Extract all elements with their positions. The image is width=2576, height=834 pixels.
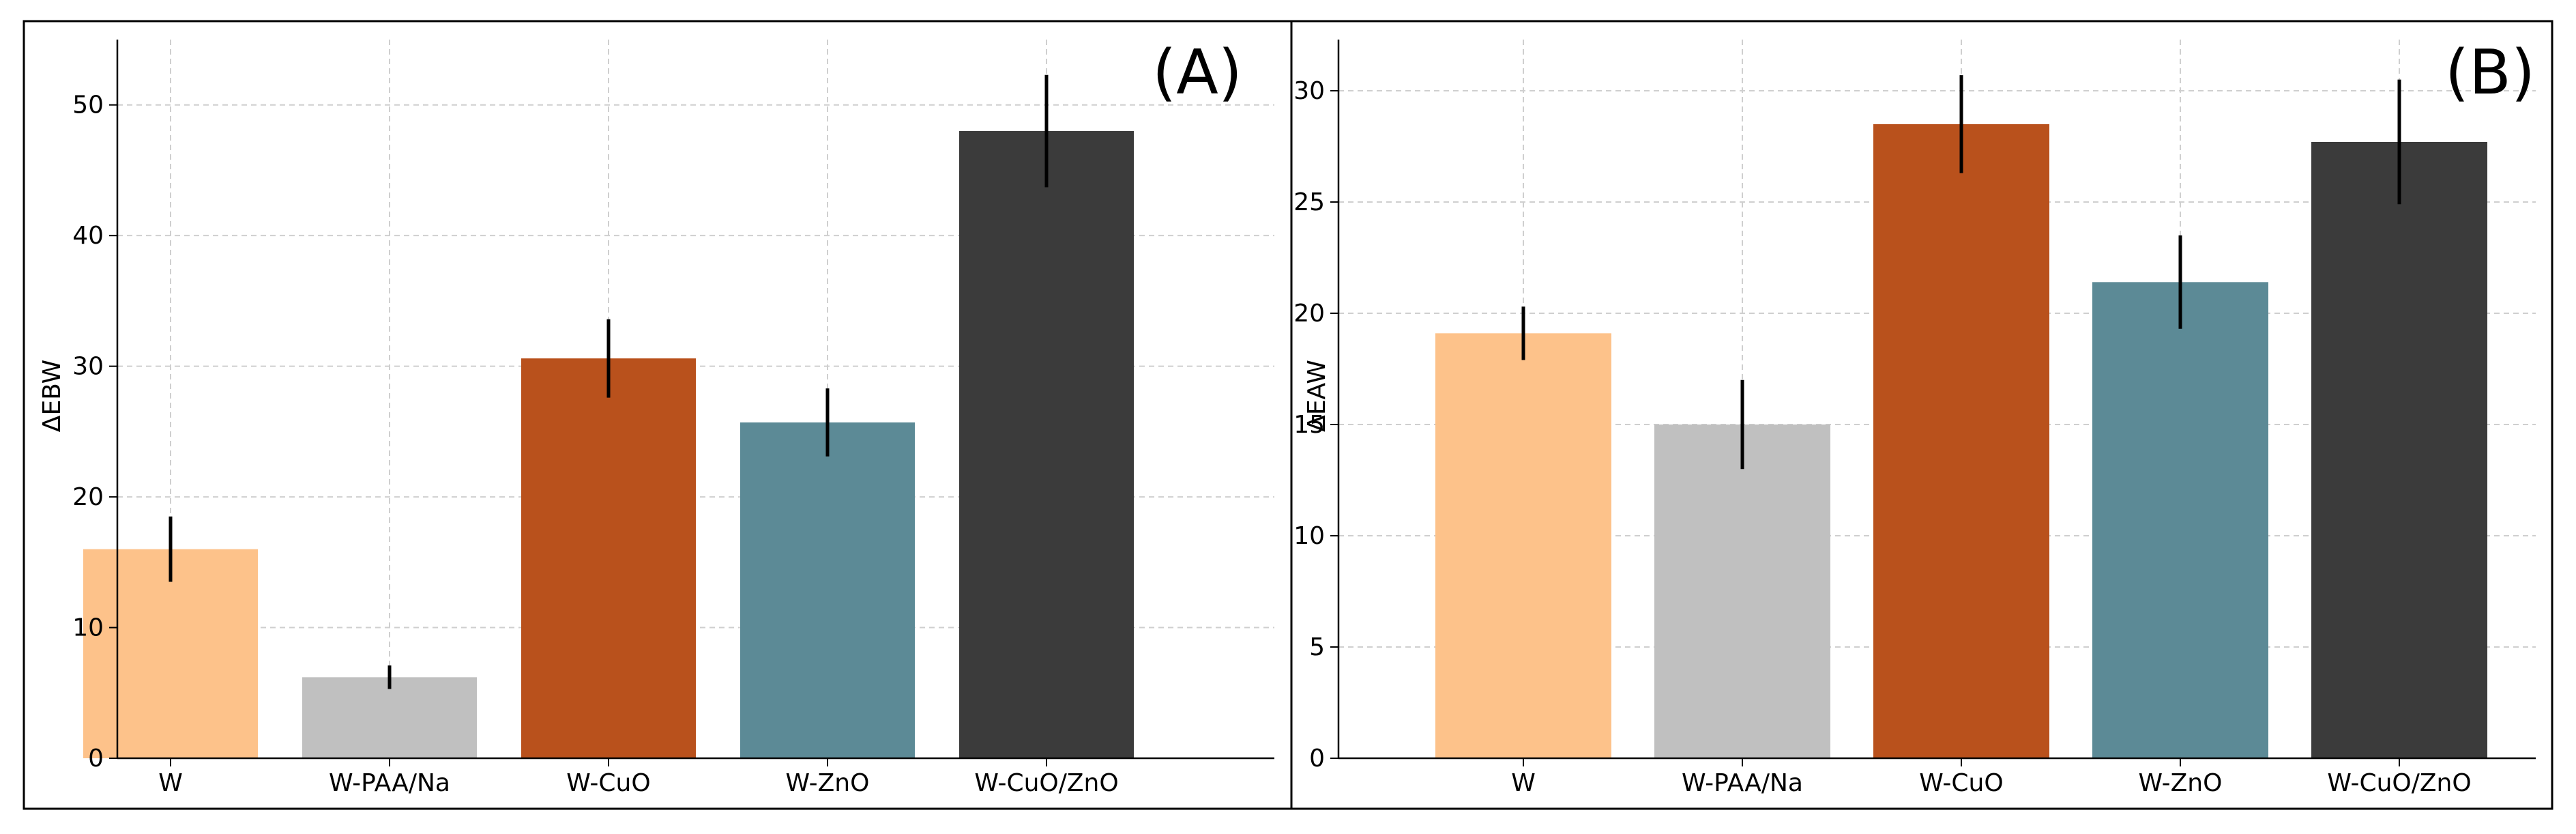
x-tick-label: W-PAA/Na [1682,769,1803,797]
panel-a-label: (A) [1152,37,1242,109]
panel-a-y-axis-label: ΔEBW [38,360,66,432]
y-tick-label: 30 [1293,77,1325,105]
y-tick-label: 20 [72,483,104,511]
bar-w-cuo-zno [959,131,1134,758]
panel-a-axes [116,40,1274,760]
y-tick-label: 0 [88,745,104,773]
y-tick-label: 0 [1309,745,1325,773]
x-tick-label: W [1511,769,1536,797]
x-tick-label: W-CuO [1919,769,2003,797]
panel-a-y-ticks: 0 10 20 30 40 50 [72,91,117,773]
panel-a: 0 10 20 30 40 50 W W-PAA/Na W-CuO W-ZnO W-CuO/ZnO… [23,20,1293,810]
x-tick-label: W-CuO/ZnO [2327,769,2471,797]
y-tick-label: 50 [72,91,104,119]
x-tick-label: W-PAA/Na [329,769,450,797]
bar-w-cuo-zno [2311,141,2487,759]
x-tick-label: W-ZnO [786,769,870,797]
y-tick-label: 5 [1309,633,1325,661]
panel-b-axes [1337,40,2536,760]
bar-w [1435,333,1611,758]
panel-b: 0 5 10 15 20 25 30 W W-PAA/Na W-CuO W-ZnO W-CuO/Zn… [1290,20,2553,810]
y-tick-label: 25 [1293,188,1325,216]
bar-w-cuo [1873,124,2049,759]
panel-a-error-bars [169,74,1049,689]
panel-b-error-bars [1521,75,2401,470]
bar-w-zno [740,422,915,758]
bar-w [83,549,258,758]
bar-w-paa-na [1654,424,1830,758]
bar-w-paa-na [302,677,477,758]
y-tick-label: 20 [1293,300,1325,328]
x-tick-label: W [158,769,183,797]
panel-b-frame [1290,20,2553,810]
y-tick-label: 10 [1293,522,1325,550]
panel-b-x-ticks: W W-PAA/Na W-CuO W-ZnO W-CuO/ZnO [1511,758,2472,797]
panel-a-x-ticks: W W-PAA/Na W-CuO W-ZnO W-CuO/ZnO [158,758,1119,797]
bar-w-cuo [521,358,696,758]
panel-b-label: (B) [2445,37,2535,109]
x-tick-label: W-ZnO [2139,769,2223,797]
bar-w-zno [2092,282,2268,758]
panel-b-bars [1435,124,2487,759]
x-tick-label: W-CuO [566,769,650,797]
panel-b-y-axis-label: ΔEAW [1303,360,1331,432]
x-tick-label: W-CuO/ZnO [974,769,1118,797]
y-tick-label: 15 [1293,411,1325,439]
panel-b-y-ticks: 0 5 10 15 20 25 30 [1293,77,1338,773]
panel-a-bars [83,131,1134,758]
y-tick-label: 40 [72,222,104,250]
y-tick-label: 30 [72,353,104,381]
y-tick-label: 10 [72,614,104,642]
